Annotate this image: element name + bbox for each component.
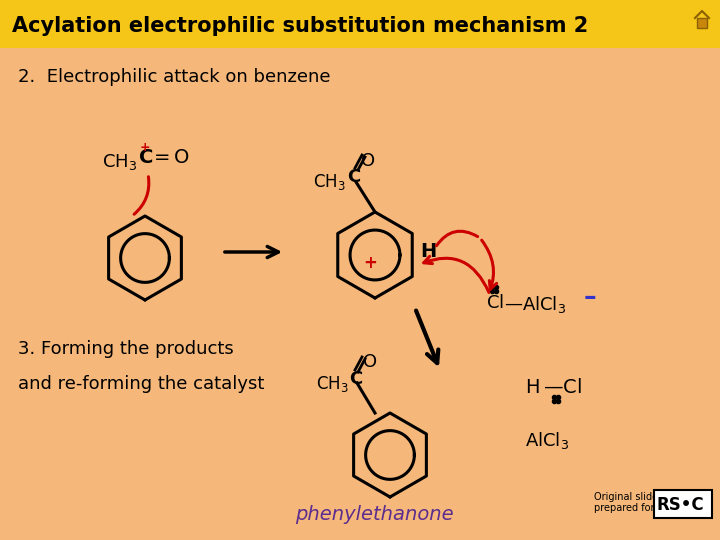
Text: $\mathregular{CH_3}$: $\mathregular{CH_3}$	[313, 172, 346, 192]
Text: +: +	[363, 254, 377, 272]
Text: $\mathregular{H}$: $\mathregular{H}$	[525, 378, 539, 397]
FancyArrowPatch shape	[424, 256, 489, 293]
Text: $\mathregular{C}$: $\mathregular{C}$	[349, 370, 363, 388]
FancyArrowPatch shape	[436, 231, 477, 246]
Text: Acylation electrophilic substitution mechanism 2: Acylation electrophilic substitution mec…	[12, 16, 588, 36]
Text: $\mathregular{C}$: $\mathregular{C}$	[138, 148, 153, 167]
FancyArrowPatch shape	[482, 240, 497, 289]
Text: phenylethanone: phenylethanone	[295, 505, 454, 524]
Text: and re-forming the catalyst: and re-forming the catalyst	[18, 375, 264, 393]
Text: $\mathregular{O}$: $\mathregular{O}$	[360, 152, 375, 170]
FancyBboxPatch shape	[0, 0, 720, 48]
Text: $\mathregular{AlCl_3}$: $\mathregular{AlCl_3}$	[525, 430, 569, 451]
Text: $\mathbf{H}$: $\mathbf{H}$	[420, 242, 436, 261]
Text: $\mathregular{=O}$: $\mathregular{=O}$	[150, 148, 190, 167]
Text: $\mathregular{CH_3}$: $\mathregular{CH_3}$	[102, 152, 138, 172]
Text: –: –	[584, 285, 597, 309]
Text: $\mathregular{O}$: $\mathregular{O}$	[362, 353, 377, 371]
Text: +: +	[140, 141, 150, 154]
Text: Original slide: Original slide	[594, 492, 658, 502]
Text: 2.  Electrophilic attack on benzene: 2. Electrophilic attack on benzene	[18, 68, 330, 86]
Text: RS•C: RS•C	[656, 496, 703, 514]
FancyArrowPatch shape	[134, 177, 149, 214]
FancyBboxPatch shape	[654, 490, 712, 518]
Text: $\mathregular{—Cl}$: $\mathregular{—Cl}$	[543, 378, 582, 397]
Text: prepared for the: prepared for the	[594, 503, 674, 513]
Text: $\mathregular{Cl}$: $\mathregular{Cl}$	[486, 294, 504, 312]
Text: $\mathregular{C}$: $\mathregular{C}$	[347, 168, 361, 186]
Text: 3. Forming the products: 3. Forming the products	[18, 340, 234, 358]
Polygon shape	[697, 18, 707, 28]
Text: $\mathregular{CH_3}$: $\mathregular{CH_3}$	[316, 374, 348, 394]
Text: $\mathregular{—AlCl_3}$: $\mathregular{—AlCl_3}$	[504, 294, 566, 315]
